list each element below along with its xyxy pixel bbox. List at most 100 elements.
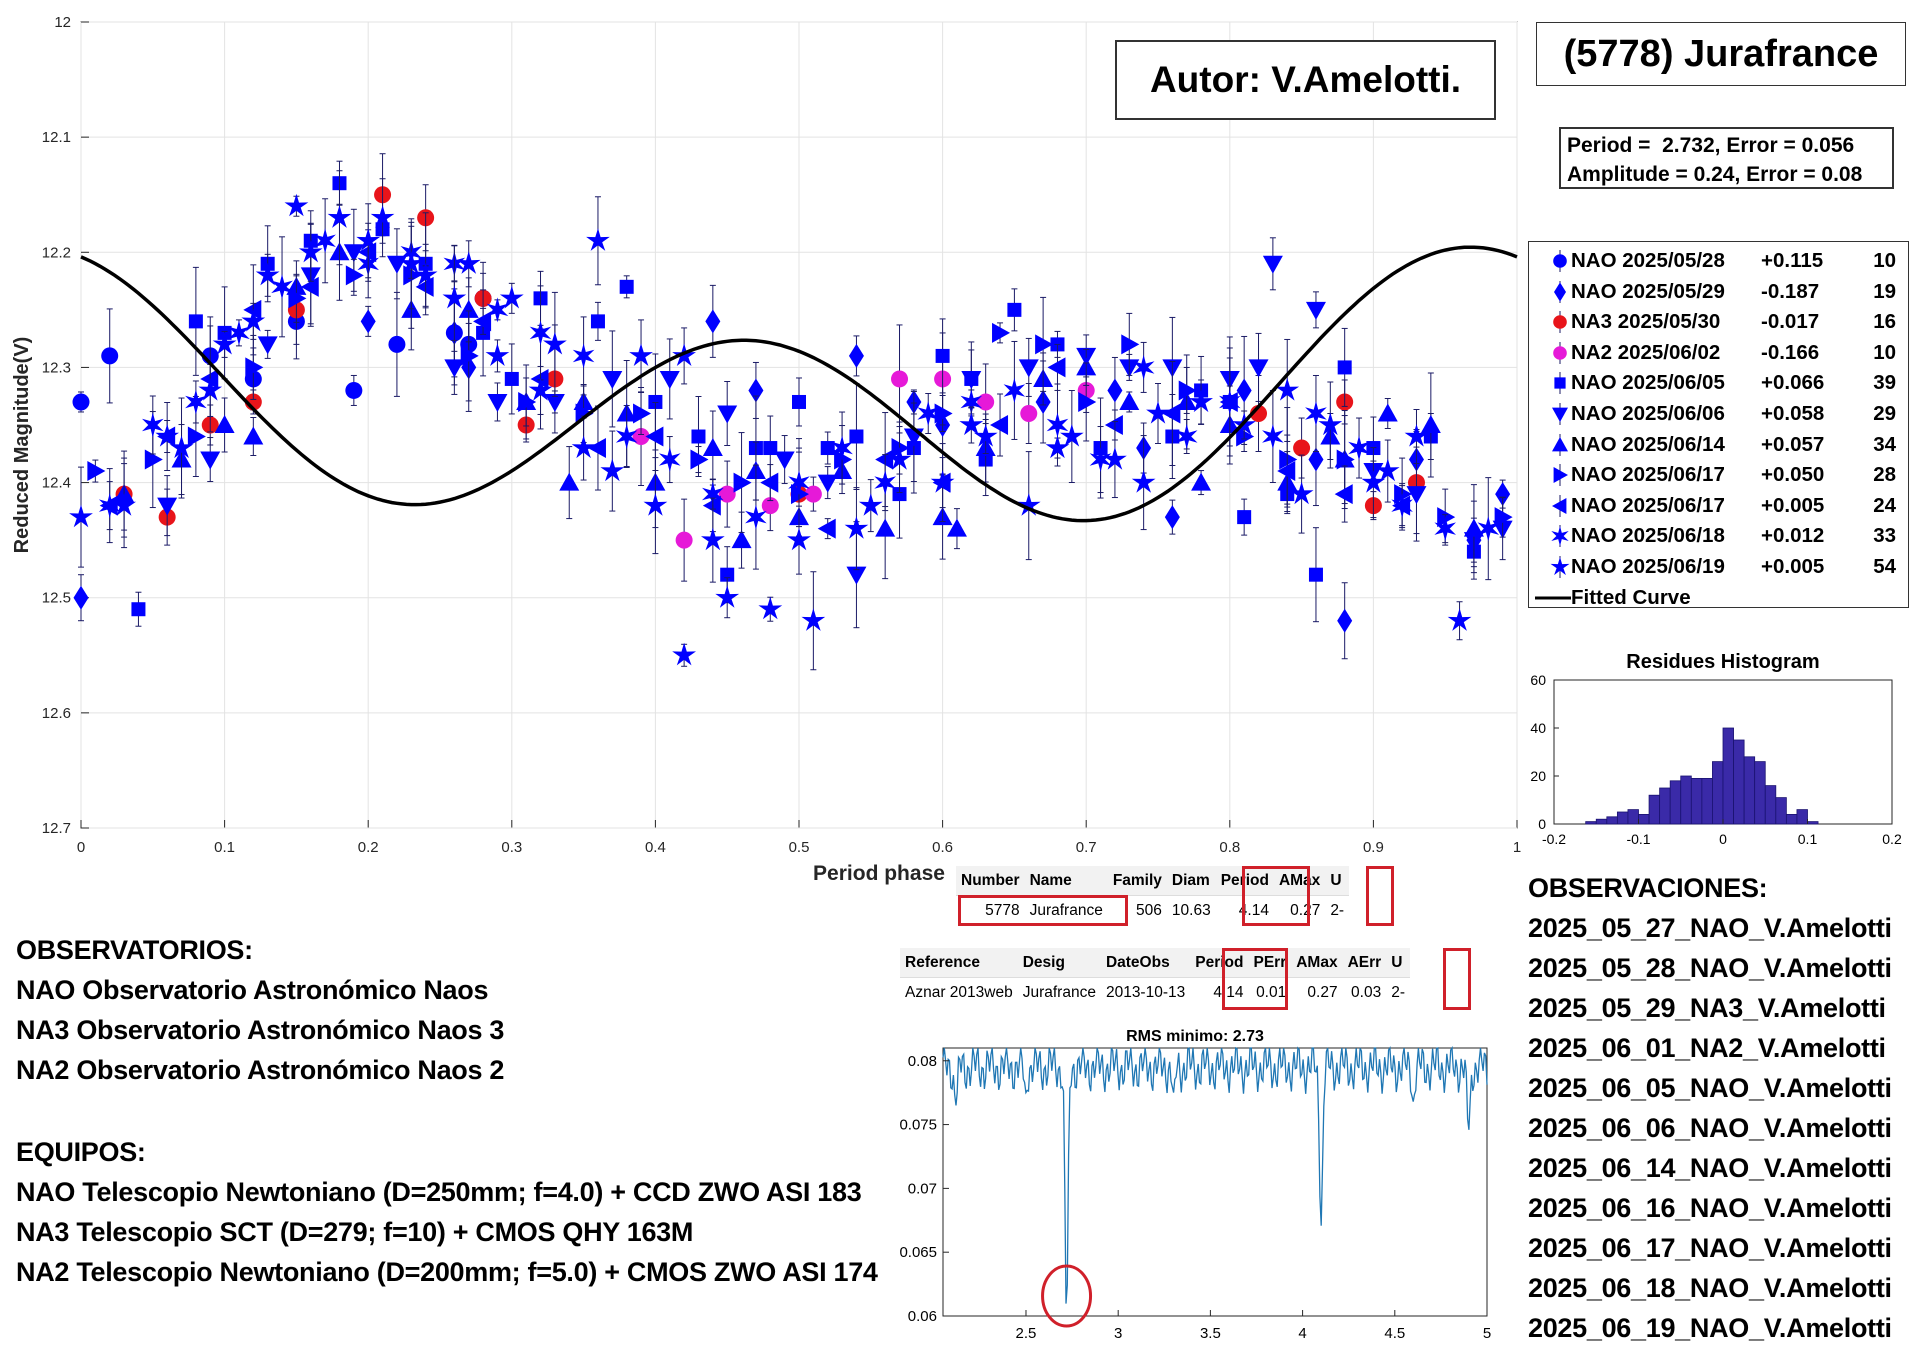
table-header-cell: Diam: [1166, 866, 1216, 896]
legend-count: 10: [1873, 340, 1896, 364]
data-point: [1107, 378, 1123, 403]
legend-offset: -0.166: [1761, 340, 1820, 364]
legend-entry: NAO 2025/06/17 +0.050 28: [1529, 460, 1896, 490]
legend-series-name: NA2 2025/06/02: [1571, 340, 1721, 364]
equipos-heading: EQUIPOS:: [16, 1137, 146, 1167]
data-point: [559, 472, 580, 491]
equipo-item: NAO Telescopio Newtoniano (D=250mm; f=4.…: [16, 1177, 862, 1207]
data-point: [142, 412, 164, 438]
data-point: [212, 331, 237, 355]
legend-marker-icon: [1553, 311, 1567, 334]
legend-offset: -0.187: [1761, 279, 1820, 303]
legend-series-name: NAO 2025/06/18: [1571, 524, 1725, 548]
legend-count: 39: [1873, 371, 1896, 395]
data-point: [1104, 415, 1123, 435]
data-point: [327, 205, 352, 228]
legend-marker: [1550, 557, 1570, 576]
data-point: [831, 435, 853, 461]
data-point: [619, 279, 634, 294]
data-point: [288, 288, 307, 309]
data-point: [1164, 505, 1180, 530]
observacion-item: 2025_06_06_NAO_V.Amelotti: [1528, 1113, 1892, 1143]
legend-marker: [1552, 436, 1568, 451]
highlight-u-box: [1366, 866, 1394, 926]
data-point: [345, 265, 364, 286]
legend-entry: NA3 2025/05/30 -0.017 16: [1529, 307, 1896, 337]
data-point: [702, 438, 723, 457]
object-title-box: (5778) Jurafrance: [1536, 22, 1906, 86]
data-point: [834, 449, 853, 470]
highlight-ref-u-box: [1443, 948, 1471, 1010]
data-point: [990, 415, 1009, 435]
data-point: [572, 343, 595, 369]
data-point: [529, 320, 552, 346]
legend-entry: NAO 2025/06/17 +0.005 24: [1529, 491, 1896, 521]
histogram-bar: [1648, 794, 1661, 825]
data-point: [1175, 424, 1198, 449]
data-point: [1391, 493, 1413, 519]
data-point: [530, 368, 549, 389]
data-point: [590, 314, 605, 329]
observacion-item: 2025_06_18_NAO_V.Amelotti: [1528, 1273, 1892, 1303]
y-tick-label: 12.4: [42, 475, 71, 492]
rms-y-tick-label: 0.075: [899, 1117, 937, 1134]
data-point: [1348, 435, 1370, 461]
data-point: [504, 371, 519, 386]
author-label: Autor: V.Amelotti.: [1149, 59, 1462, 100]
data-point: [571, 435, 596, 459]
data-point: [849, 429, 864, 444]
hist-y-tick-label: 20: [1530, 768, 1546, 784]
legend-offset: +0.005: [1761, 555, 1825, 578]
x-tick-label: 0.2: [358, 839, 379, 856]
data-point: [243, 299, 262, 320]
highlight-name-box: [958, 895, 1128, 926]
data-point: [1262, 255, 1283, 274]
legend-offset: +0.115: [1761, 249, 1824, 272]
histogram-bar: [1669, 780, 1682, 825]
data-point: [87, 461, 106, 482]
table-cell: 506: [1136, 901, 1162, 919]
series-1: [73, 280, 1511, 660]
observacion-item: 2025_06_16_NAO_V.Amelotti: [1528, 1193, 1892, 1223]
hist-y-tick-label: 60: [1530, 672, 1546, 688]
data-point: [1248, 359, 1269, 378]
x-tick-label: 0.7: [1076, 839, 1097, 856]
legend-series-name: NA3 2025/05/30: [1571, 310, 1721, 334]
legend-marker: [1553, 345, 1567, 360]
histogram-bar: [1659, 787, 1671, 825]
data-point: [733, 472, 752, 493]
equipo-item: NA3 Telescopio SCT (D=279; f=10) + CMOS …: [16, 1217, 694, 1247]
data-point: [487, 393, 508, 412]
histogram-bar: [1616, 811, 1629, 825]
legend-entry: NAO 2025/05/28 +0.115 10: [1529, 246, 1896, 276]
legend-count: 28: [1873, 463, 1896, 487]
data-point: [602, 370, 623, 389]
histogram-title: Residues Histogram: [1626, 651, 1819, 673]
table-cell: 0.27: [1290, 901, 1321, 919]
legend-count: 29: [1873, 402, 1896, 425]
reference-table: Reference Desig DateObs Period PErr AMax AErr U…: [900, 948, 1410, 1007]
data-point: [1189, 389, 1213, 413]
legend-marker-icon: [1553, 341, 1567, 364]
table-cell: Jurafrance: [1022, 983, 1096, 1001]
histogram-bar: [1764, 785, 1777, 825]
rms-x-tick-label: 4: [1298, 1325, 1306, 1342]
observacion-item: 2025_06_14_NAO_V.Amelotti: [1528, 1153, 1892, 1183]
legend-marker: [1553, 254, 1567, 268]
data-point: [1035, 334, 1054, 355]
data-point: [1131, 470, 1156, 493]
legend-line-icon: [1535, 596, 1571, 600]
observacion-item: 2025_05_27_NAO_V.Amelotti: [1528, 913, 1892, 943]
data-point: [1007, 302, 1022, 317]
rms-title: RMS minimo: 2.73: [1126, 1028, 1264, 1045]
x-tick-label: 0.5: [789, 839, 810, 856]
data-point: [701, 527, 725, 551]
data-point: [257, 336, 278, 355]
data-point: [101, 347, 119, 365]
asteroid-table: Number Name Family Diam Period AMax U 5778 Jura…: [956, 866, 1350, 925]
legend-entry: NAO 2025/06/18 +0.012 33: [1529, 521, 1896, 551]
legend-offset: +0.058: [1761, 402, 1825, 425]
histogram-bar: [1722, 727, 1734, 825]
data-point: [717, 405, 738, 424]
data-point: [271, 274, 293, 300]
